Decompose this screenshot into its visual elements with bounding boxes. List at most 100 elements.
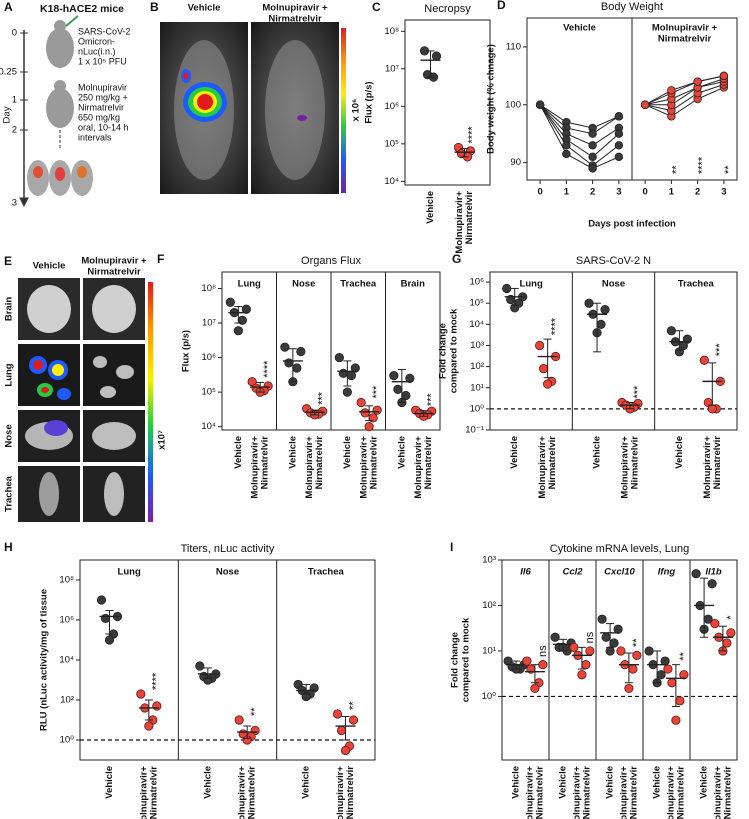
plot-frame: [501, 559, 738, 761]
category-label: Molnupiravir+: [665, 766, 676, 819]
plot-frame: [79, 559, 376, 761]
column-header: Molnupiravir +: [81, 256, 147, 267]
data-point: [588, 152, 597, 162]
data-point: [628, 664, 638, 674]
imaging-e: [18, 278, 153, 522]
data-point: [538, 660, 548, 670]
x-tick-label: 0: [642, 187, 647, 198]
chart-title: Body Weight: [601, 1, 663, 13]
data-point: [334, 352, 344, 363]
row-label: Lung: [4, 363, 15, 386]
panel-label: E: [4, 254, 12, 268]
data-point: [699, 355, 709, 365]
x-axis-label: Days post infection: [588, 219, 676, 230]
column-header: Nirmatrelvir: [268, 14, 322, 25]
significance: ****: [151, 672, 163, 690]
series-line: [645, 84, 725, 112]
data-point: [372, 405, 382, 415]
step-text: oral, 10-14 h: [78, 122, 129, 132]
y-tick-label: 10³: [470, 340, 484, 351]
y-tick-label: 10⁵: [384, 138, 399, 149]
significance: *: [725, 615, 737, 620]
y-tick-label: 10⁰: [60, 735, 75, 746]
data-point: [601, 632, 611, 642]
category-label: Nirmatrelvir: [247, 766, 258, 819]
data-point: [338, 368, 348, 378]
data-point: [562, 141, 571, 150]
group-label: Nose: [292, 279, 315, 290]
category-label: Vehicle: [342, 436, 353, 469]
significance: **: [678, 651, 690, 660]
y-tick-label: 10²: [482, 600, 496, 611]
category-label: Vehicle: [511, 766, 522, 799]
data-point: [596, 319, 606, 329]
step-text: 250 mg/kg +: [78, 92, 128, 102]
mouse-icons: [27, 15, 93, 196]
significance: ****: [466, 126, 478, 144]
group-label: Vehicle: [563, 23, 596, 34]
category-label: Vehicle: [558, 766, 569, 799]
series-line: [644, 86, 725, 117]
group-label: Ifng: [658, 567, 676, 578]
y-tick-label: 10¹: [470, 382, 484, 393]
panel-label: C: [372, 0, 381, 14]
y-tick-label: 10²: [470, 361, 484, 372]
category-label: Vehicle: [592, 436, 603, 469]
series-line: [539, 104, 620, 167]
data-point: [535, 340, 545, 351]
category-label: Vehicle: [509, 436, 520, 469]
significance: ns: [537, 645, 549, 657]
y-axis-label: Flux (p/s): [364, 81, 375, 123]
plot-frame: [404, 19, 491, 186]
data-point: [614, 129, 624, 138]
data-point: [350, 363, 360, 373]
y-tick-label: 90: [510, 157, 521, 168]
significance: **: [347, 701, 359, 710]
category-label: Vehicle: [301, 766, 312, 799]
category-label: Nirmatrelvir: [629, 436, 640, 490]
group-label: Lung: [118, 567, 141, 578]
data-point: [632, 650, 642, 660]
step-text: 1 x 10⁵ PFU: [78, 56, 127, 66]
data-point: [144, 721, 154, 731]
data-point: [389, 371, 399, 381]
step-text: nLuc(i.n.): [78, 46, 116, 56]
category-label: Nirmatrelvir: [534, 766, 545, 819]
y-tick-label: 10⁶: [470, 277, 485, 288]
category-label: Vehicle: [396, 436, 407, 469]
category-label: Molnupiravir+: [618, 766, 629, 819]
y-axis-label: Fold change: [450, 632, 461, 688]
data-point: [597, 614, 607, 624]
day-label: 0.25: [0, 67, 17, 78]
significance: ***: [317, 391, 329, 405]
data-point: [663, 664, 673, 674]
day-label: 3: [12, 198, 17, 209]
significance: ****: [550, 317, 562, 335]
x-tick-label: 2: [695, 187, 700, 198]
timeline: [19, 30, 61, 208]
data-point: [346, 371, 356, 381]
data-point: [644, 646, 654, 656]
data-point: [667, 86, 676, 95]
category-label: Molnupiravir+: [454, 191, 465, 254]
series-line: [539, 104, 620, 129]
y-tick-label: 110: [506, 41, 521, 52]
step-text: Molnupiravir: [78, 82, 127, 92]
data-point: [675, 696, 685, 706]
data-point: [581, 660, 591, 670]
data-point: [693, 77, 702, 86]
data-point: [340, 745, 351, 756]
data-point: [707, 404, 717, 414]
step-text: intervals: [78, 132, 112, 142]
data-point: [588, 141, 597, 150]
data-point: [152, 701, 162, 711]
column-header: Molnupiravir +: [262, 3, 328, 14]
y-axis-label: Body weight (% chnage): [486, 44, 497, 154]
series-line: [539, 104, 620, 158]
axis-label: Day: [2, 106, 13, 123]
data-point: [543, 379, 553, 389]
category-label: Molnupiravir+: [712, 766, 723, 819]
data-point: [233, 326, 243, 336]
data-point: [535, 100, 545, 109]
data-point: [393, 384, 403, 394]
